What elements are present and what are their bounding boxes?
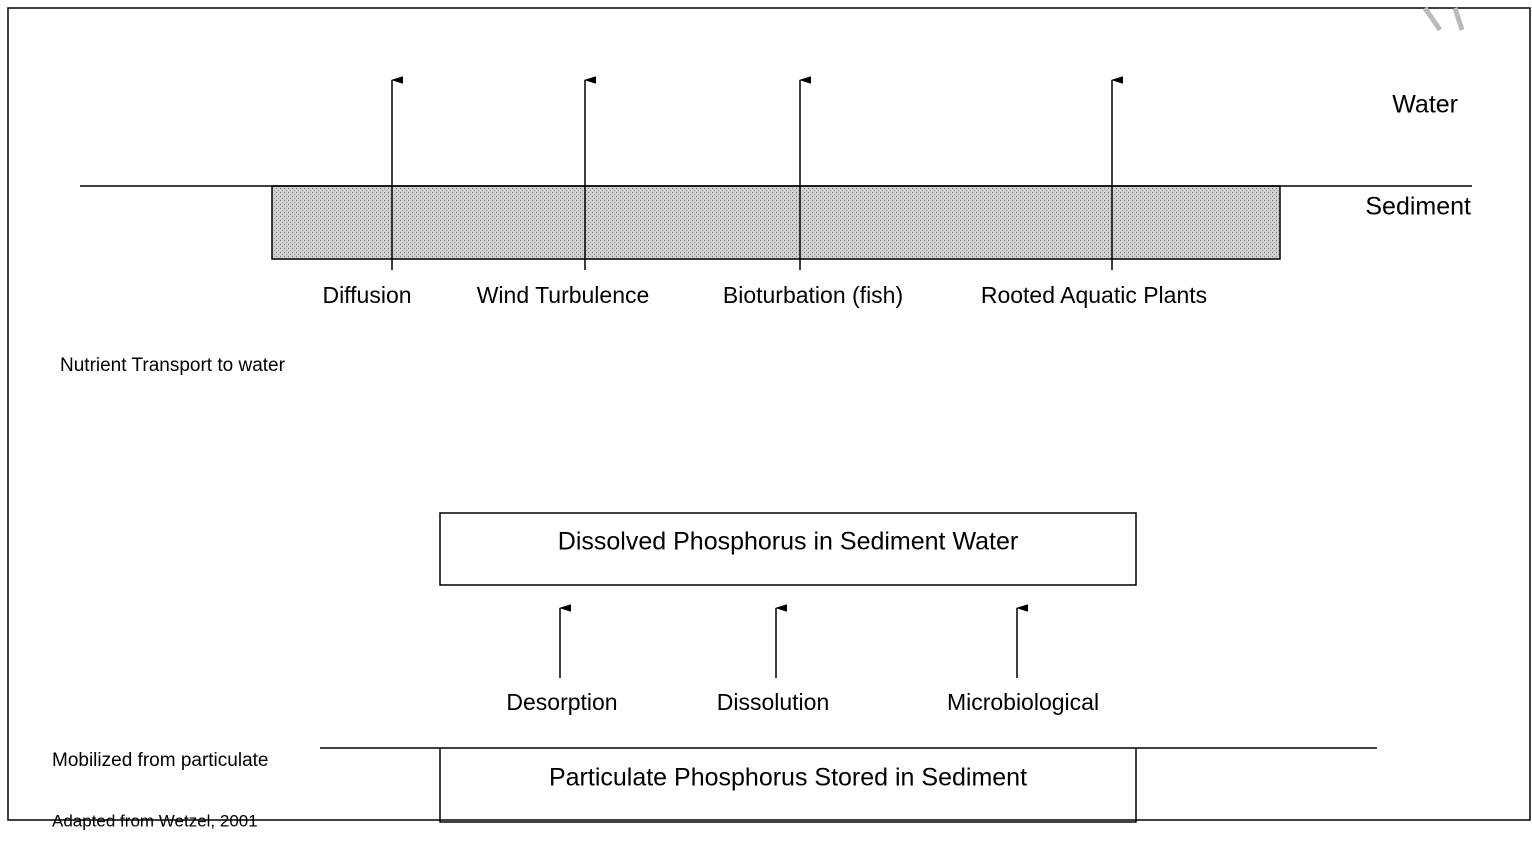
decoration xyxy=(1422,6,1465,32)
process-label: Microbiological xyxy=(947,689,1099,715)
caption: Nutrient Transport to water xyxy=(60,355,286,376)
caption: Mobilized from particulate xyxy=(52,750,268,771)
sediment-layer xyxy=(271,185,1281,260)
frame xyxy=(7,7,1531,821)
box-label: Particulate Phosphorus Stored in Sedimen… xyxy=(549,764,1027,792)
layer-label: Sediment xyxy=(1365,193,1471,221)
process-label: Bioturbation (fish) xyxy=(723,282,903,308)
box-label: Dissolved Phosphorus in Sediment Water xyxy=(558,528,1018,556)
process-label: Dissolution xyxy=(717,689,830,715)
process-label: Wind Turbulence xyxy=(477,282,650,308)
source: Adapted from Wetzel, 2001 xyxy=(52,811,258,830)
mobilization-arrows xyxy=(560,608,1017,678)
box xyxy=(439,748,1137,823)
box xyxy=(439,512,1137,586)
transport-arrows xyxy=(392,80,1112,270)
process-label: Rooted Aquatic Plants xyxy=(981,282,1207,308)
layer-label: Water xyxy=(1392,91,1458,119)
process-label: Desorption xyxy=(506,689,617,715)
process-label: Diffusion xyxy=(322,282,411,308)
